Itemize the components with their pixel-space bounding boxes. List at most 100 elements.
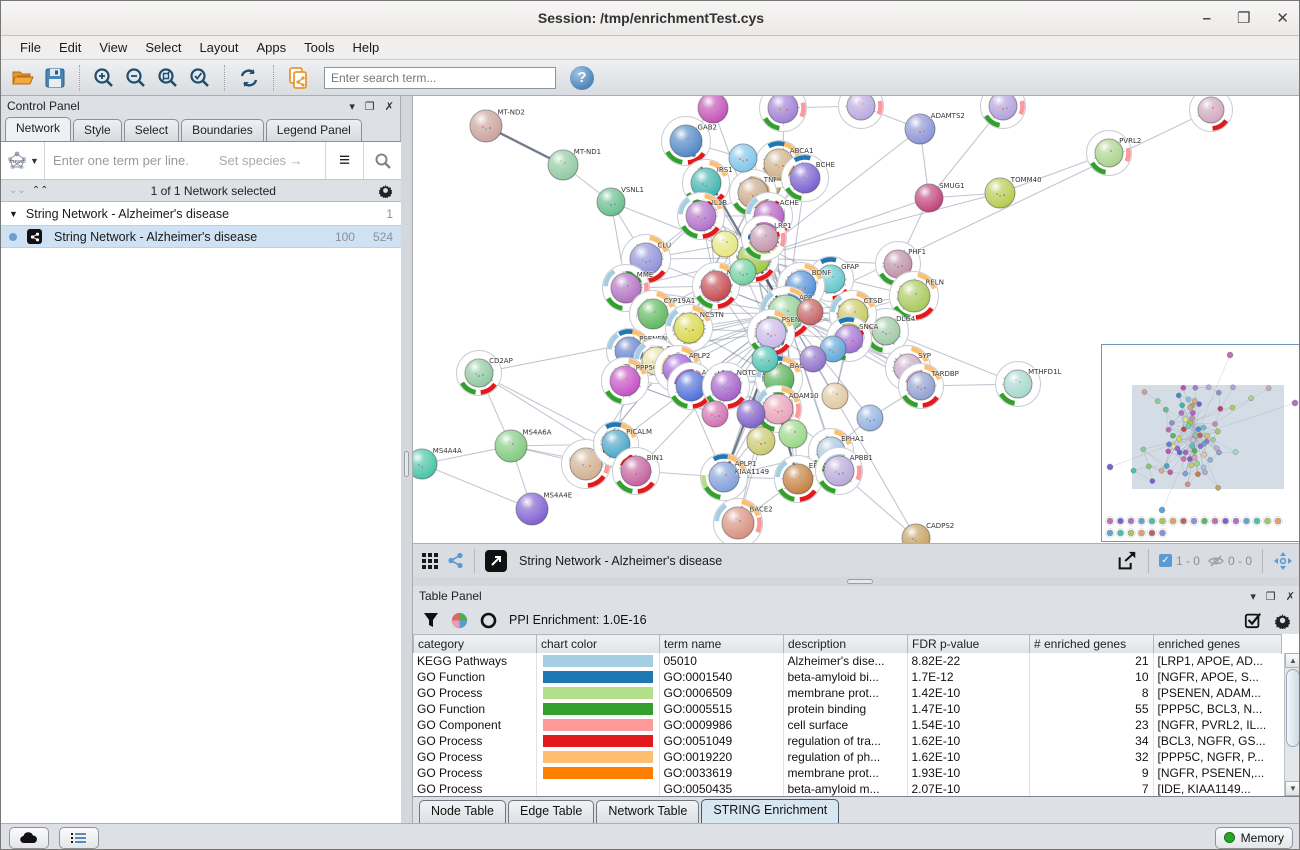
network-node-BIN1[interactable]: BIN1 <box>612 447 664 495</box>
column-header[interactable]: chart color <box>536 634 660 654</box>
panel-splitter-vertical[interactable] <box>401 96 413 823</box>
network-node-F6[interactable] <box>728 143 758 173</box>
network-canvas[interactable]: MT-ND2MT-ND1VSNL1GAB2IRS1CHATABCA1BCHEAD… <box>413 96 1300 543</box>
network-node-PPP5C[interactable]: PPP5C <box>601 357 658 405</box>
string-term-input[interactable]: Enter one term per line. Set species → <box>45 153 325 168</box>
network-node-F18[interactable] <box>856 404 884 432</box>
table-row[interactable]: GO Process GO:0050435 beta-amyloid m... 2.0… <box>413 781 1281 796</box>
clone-network-button[interactable] <box>282 63 314 93</box>
network-node-F10[interactable] <box>819 335 847 363</box>
collapse-triangle-icon[interactable]: ▼ <box>9 208 18 219</box>
network-node-F3[interactable] <box>838 96 884 129</box>
minimize-button[interactable]: – <box>1202 10 1211 27</box>
network-node-F9[interactable] <box>796 298 824 326</box>
table-row[interactable]: GO Function GO:0005515 protein binding 1.47… <box>413 701 1281 717</box>
menu-select[interactable]: Select <box>145 40 182 55</box>
column-header[interactable]: description <box>783 634 908 654</box>
task-history-button[interactable] <box>59 826 99 849</box>
tab-select[interactable]: Select <box>123 119 180 141</box>
table-panel-close-icon[interactable]: ✗ <box>1285 590 1295 603</box>
network-node-PVRL2[interactable]: PVRL2 <box>1086 130 1142 176</box>
table-row[interactable]: GO Process GO:0006509 membrane prot... 1.42… <box>413 685 1281 701</box>
table-row[interactable]: GO Function GO:0001540 beta-amyloid bi... 1… <box>413 669 1281 685</box>
zoom-out-button[interactable] <box>120 63 152 93</box>
network-node-F14[interactable] <box>746 426 776 456</box>
network-navigator[interactable] <box>1101 344 1299 542</box>
tab-string-enrichment[interactable]: STRING Enrichment <box>701 799 840 823</box>
column-header[interactable]: category <box>413 634 537 654</box>
network-node-F8[interactable] <box>729 258 757 286</box>
open-session-button[interactable] <box>7 63 39 93</box>
chart-color-icon[interactable] <box>451 612 468 629</box>
collapse-all-icon[interactable]: ⌃⌃ <box>31 185 49 196</box>
tab-boundaries[interactable]: Boundaries <box>181 119 264 141</box>
table-row[interactable]: GO Process GO:0051049 regulation of tra...… <box>413 733 1281 749</box>
ring-chart-icon[interactable] <box>480 612 497 629</box>
maximize-button[interactable]: ❐ <box>1236 10 1251 27</box>
menu-edit[interactable]: Edit <box>58 40 82 55</box>
column-header[interactable]: enriched genes <box>1153 634 1282 654</box>
tab-network[interactable]: Network <box>5 117 72 141</box>
network-node-F4[interactable] <box>980 96 1026 129</box>
tab-network-table[interactable]: Network Table <box>596 800 700 823</box>
network-graph[interactable]: MT-ND2MT-ND1VSNL1GAB2IRS1CHATABCA1BCHEAD… <box>413 96 1300 543</box>
share-view-icon[interactable] <box>447 552 464 569</box>
tab-edge-table[interactable]: Edge Table <box>508 800 595 823</box>
network-row[interactable]: String Network - Alzheimer's disease 100… <box>1 225 401 248</box>
scroll-up-arrow[interactable]: ▲ <box>1285 653 1299 668</box>
memory-status-button[interactable]: Memory <box>1214 826 1293 849</box>
network-node-MT-ND2[interactable]: MT-ND2 <box>469 108 525 143</box>
tab-node-table[interactable]: Node Table <box>419 800 507 823</box>
network-node-F5[interactable] <box>1189 96 1233 132</box>
network-node-DLG4[interactable]: DLG4 <box>863 308 916 354</box>
network-node-RELN[interactable]: RELN <box>889 271 944 321</box>
tab-style[interactable]: Style <box>73 119 122 141</box>
selected-count-badge[interactable]: ✓ 1 - 0 <box>1158 554 1200 568</box>
network-node-SMUG1[interactable]: SMUG1 <box>914 182 965 213</box>
menu-help[interactable]: Help <box>352 40 380 55</box>
network-node-F7[interactable] <box>711 230 739 258</box>
network-node-F15[interactable] <box>778 419 808 449</box>
table-scrollbar[interactable]: ▲ ▼ <box>1284 653 1299 796</box>
network-node-MS4A4A[interactable]: MS4A4A <box>413 447 462 480</box>
network-node-F11[interactable] <box>799 345 827 373</box>
network-node-BCHE[interactable]: BCHE <box>781 154 836 202</box>
network-node-BACE1[interactable]: BACE1 <box>755 355 814 403</box>
scroll-down-arrow[interactable]: ▼ <box>1285 781 1299 796</box>
network-node-CYP19A1[interactable]: CYP19A1 <box>629 290 696 338</box>
detach-view-button[interactable] <box>485 549 507 572</box>
menu-apps[interactable]: Apps <box>256 40 287 55</box>
table-row[interactable]: GO Process GO:0019220 regulation of ph... 1… <box>413 749 1281 765</box>
network-node-GAB2[interactable]: GAB2 <box>661 116 717 166</box>
export-network-icon[interactable] <box>1116 550 1138 572</box>
menu-tools[interactable]: Tools <box>304 40 335 55</box>
zoom-selected-button[interactable] <box>184 63 216 93</box>
column-header[interactable]: FDR p-value <box>907 634 1030 654</box>
close-button[interactable]: ✕ <box>1276 10 1289 27</box>
navigator-toggle-icon[interactable] <box>1273 551 1293 571</box>
expand-all-icon[interactable]: ⌄⌄ <box>9 185 26 196</box>
hidden-count-badge[interactable]: 0 - 0 <box>1208 554 1252 568</box>
table-panel-menu-icon[interactable]: ▾ <box>1250 590 1256 603</box>
network-node-BACE2[interactable]: BACE2 <box>713 498 773 544</box>
zoom-in-button[interactable] <box>88 63 120 93</box>
network-node-MT-ND1[interactable]: MT-ND1 <box>547 148 601 181</box>
network-node-MME[interactable]: MME <box>602 264 654 312</box>
panel-float-icon[interactable]: ❐ <box>364 100 375 113</box>
network-node-CD2AP[interactable]: CD2AP <box>456 350 513 396</box>
network-node-APBB1[interactable]: APBB1 <box>815 447 873 495</box>
network-node-NCSTN[interactable]: NCSTN <box>665 304 724 352</box>
tab-legend-panel[interactable]: Legend Panel <box>265 119 362 141</box>
filter-icon[interactable] <box>423 612 439 628</box>
string-options-button[interactable]: ≡ <box>325 142 363 179</box>
network-node-TARDBP[interactable]: TARDBP <box>898 363 959 409</box>
network-node-F16[interactable] <box>701 400 729 428</box>
string-search-button[interactable] <box>363 142 401 179</box>
grid-view-icon[interactable] <box>421 552 439 570</box>
network-node-F13[interactable] <box>736 399 766 429</box>
network-node-CADPS2[interactable]: CADPS2 <box>901 522 955 543</box>
panel-menu-icon[interactable]: ▾ <box>349 100 355 113</box>
network-node-PSEN1[interactable]: PSEN1 <box>747 309 805 357</box>
gear-icon[interactable] <box>378 183 393 198</box>
